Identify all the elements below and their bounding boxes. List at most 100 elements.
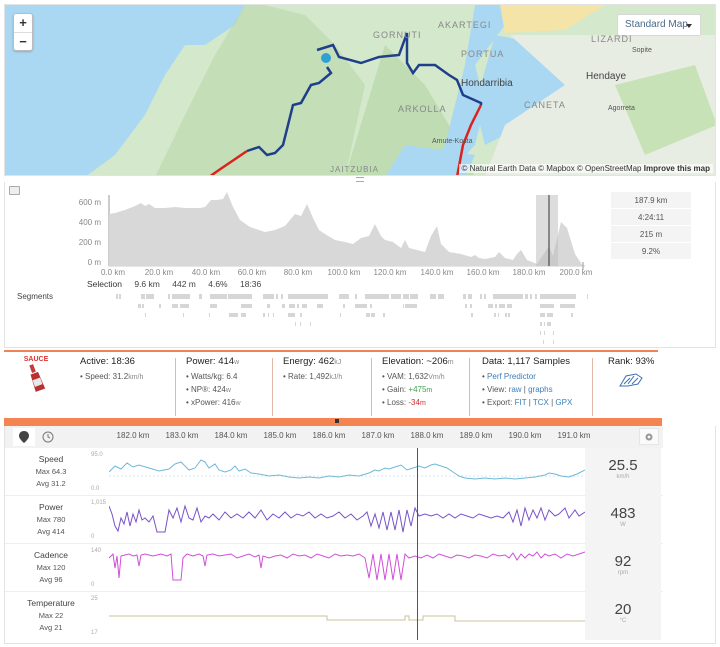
- divider: [175, 358, 176, 416]
- gain-unit: m: [426, 387, 433, 394]
- vam-value: 1,632: [408, 372, 429, 381]
- km-tick: 187.0 km: [361, 431, 395, 440]
- stream-ymin: 0: [91, 582, 95, 588]
- speed-unit: km/h: [616, 474, 630, 480]
- stream-resize-bar[interactable]: [4, 418, 662, 426]
- stream-row-temperature: Temperature Max 22 Avg 21 25 17 20 °C: [5, 592, 663, 640]
- active-stats: Active: 18:36 • Speed: 31.2km/h: [80, 356, 143, 383]
- energy-label: Energy:: [283, 356, 316, 367]
- location-mode-button[interactable]: [13, 428, 35, 446]
- vam-label: • VAM:: [382, 372, 406, 381]
- wkg-value: 6.4: [226, 372, 238, 381]
- rank-label: Rank:: [608, 356, 633, 367]
- route-map[interactable]: + − Standard Map AKARTEGI GORNUTI PORTUA…: [4, 4, 716, 176]
- zoom-in-button[interactable]: +: [19, 15, 27, 30]
- time-mode-button[interactable]: [37, 428, 59, 446]
- stream-max: Max 780: [36, 515, 66, 524]
- map-label: PORTUA: [461, 49, 505, 59]
- export-fit-link[interactable]: FIT: [514, 398, 527, 407]
- stream-ymax: 1,015: [91, 500, 107, 506]
- rate-unit: kJ/h: [329, 374, 343, 381]
- drag-handle-icon[interactable]: [335, 419, 339, 423]
- stream-cursor-line[interactable]: [417, 448, 418, 640]
- map-label: ARKOLLA: [398, 104, 447, 114]
- map-label: Amute-Kosta: [432, 138, 473, 145]
- x-tick: 40.0 km: [191, 268, 221, 277]
- active-label: Active:: [80, 356, 109, 367]
- elevation-toggle-icon[interactable]: [9, 186, 20, 195]
- stream-row-cadence: Cadence Max 120 Avg 96 140 0 92 rpm: [5, 544, 663, 592]
- stream-row-speed: Speed Max 64.3 Avg 31.2 95.0 0.0 25.5 km…: [5, 448, 663, 496]
- elevation-chart[interactable]: [5, 182, 717, 282]
- stream-settings-button[interactable]: [639, 428, 659, 445]
- speed-value: 31.2: [112, 372, 129, 381]
- zoom-out-button[interactable]: −: [14, 32, 32, 50]
- map-label: GORNUTI: [373, 30, 422, 40]
- map-label: AKARTEGI: [438, 20, 492, 30]
- x-tick: 140.0 km: [420, 268, 454, 277]
- elevation-panel: 600 m 400 m 200 m 0 m 0.0 km 20.0 km 40.…: [4, 182, 716, 348]
- loss-label: • Loss:: [382, 398, 407, 407]
- export-label: • Export:: [482, 398, 513, 407]
- data-label: Data:: [482, 356, 505, 367]
- stream-ymin: 0.0: [91, 486, 100, 492]
- map-resize-handle[interactable]: [356, 177, 364, 182]
- streams-toolbar: 182.0 km 183.0 km 184.0 km 185.0 km 186.…: [5, 426, 663, 448]
- divider: [272, 358, 273, 416]
- map-style-select[interactable]: Standard Map: [617, 14, 701, 36]
- wkg-label: • Watts/kg:: [186, 372, 225, 381]
- selection-time: 4:24:11: [611, 209, 691, 226]
- selection-summary: Selection 9.6 km 442 m 4.6% 18:36: [87, 279, 271, 289]
- xpower-value: 416: [222, 398, 236, 407]
- caret-down-icon: [686, 24, 692, 28]
- stream-ymin: 17: [91, 630, 98, 636]
- stream-avg: Avg 21: [39, 623, 63, 632]
- stream-name: Temperature: [27, 598, 75, 608]
- xpower-unit: w: [235, 400, 241, 407]
- map-label: Sopite: [632, 47, 652, 54]
- cadence-chart[interactable]: [109, 544, 585, 592]
- stream-current-value: 483 W: [585, 496, 661, 544]
- map-label: Agorreta: [608, 105, 635, 112]
- view-raw-link[interactable]: raw: [508, 385, 522, 394]
- map-label: Hendaye: [586, 71, 627, 82]
- export-gpx-link[interactable]: GPX: [555, 398, 573, 407]
- stream-name: Cadence: [33, 550, 69, 560]
- map-tiles: [5, 5, 715, 175]
- energy-stats: Energy: 462kJ • Rate: 1,492kJ/h: [283, 356, 342, 383]
- stream-ymax: 95.0: [91, 452, 103, 458]
- data-samples: 1,117 Samples: [507, 356, 571, 367]
- improve-map-link[interactable]: Improve this map: [643, 164, 710, 173]
- speed-chart[interactable]: [109, 448, 585, 496]
- export-tcx-link[interactable]: TCX: [532, 398, 549, 407]
- loss-value: -34: [408, 398, 420, 407]
- power-chart[interactable]: [109, 496, 585, 544]
- km-tick: 188.0 km: [410, 431, 444, 440]
- km-tick: 185.0 km: [263, 431, 297, 440]
- stream-ymax: 140: [91, 548, 102, 554]
- selection-grade: 9.2%: [611, 243, 691, 260]
- energy-value: 462: [318, 356, 335, 367]
- np-unit: w: [225, 387, 231, 394]
- segments-chart[interactable]: [5, 292, 717, 348]
- x-tick: 120.0 km: [373, 268, 407, 277]
- stream-meta: Temperature Max 22 Avg 21: [5, 592, 97, 640]
- cadence-unit: rpm: [617, 570, 629, 576]
- streams-panel: 182.0 km 183.0 km 184.0 km 185.0 km 186.…: [4, 426, 716, 644]
- temperature-current: 20: [614, 601, 632, 618]
- selection-grade-value: 4.6%: [208, 279, 228, 289]
- speed-current: 25.5: [608, 457, 638, 474]
- stream-ymin: 0: [91, 534, 95, 540]
- perf-predictor-link[interactable]: Perf Predictor: [487, 372, 536, 381]
- rank-badge-icon[interactable]: [616, 370, 646, 390]
- sauce-logo[interactable]: SAUCE: [16, 356, 56, 398]
- x-tick: 200.0 km: [559, 268, 593, 277]
- gain-label: • Gain:: [382, 385, 407, 394]
- speed-unit: km/h: [128, 374, 144, 381]
- power-unit: w: [234, 359, 240, 366]
- view-graphs-link[interactable]: graphs: [528, 385, 553, 394]
- km-tick: 183.0 km: [165, 431, 199, 440]
- gear-icon: [645, 433, 653, 441]
- temperature-chart[interactable]: [109, 592, 585, 640]
- stream-name: Power: [38, 502, 64, 512]
